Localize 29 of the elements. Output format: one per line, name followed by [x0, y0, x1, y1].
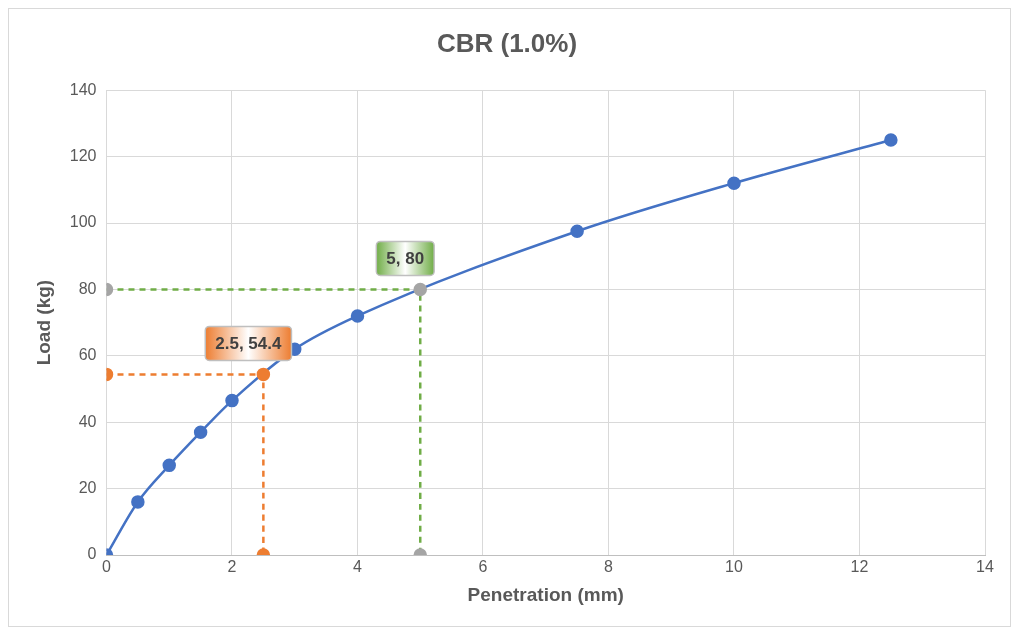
y-tick-label: 120 — [69, 147, 97, 165]
x-tick-label: 6 — [478, 558, 488, 576]
y-tick-label: 100 — [69, 213, 97, 231]
annotation: 5, 80 — [386, 249, 425, 269]
y-tick-label: 40 — [78, 412, 97, 430]
point — [225, 393, 239, 408]
y-axis-title: Load (kg) — [32, 279, 54, 366]
point — [162, 458, 176, 473]
point — [884, 133, 898, 147]
x-tick-label: 14 — [976, 558, 994, 576]
annotation: 2.5, 54.4 — [215, 334, 282, 354]
y-tick-label: 140 — [69, 80, 97, 98]
x-tick-label: 2 — [227, 558, 237, 576]
point — [193, 425, 208, 439]
point — [570, 224, 584, 239]
point — [350, 309, 365, 323]
x-tick-label: 8 — [604, 558, 614, 576]
x-tick-label: 0 — [102, 558, 112, 576]
y-tick-label: 20 — [78, 479, 97, 497]
chart-title: CBR (1.0%) — [436, 27, 578, 58]
x-tick-label: 4 — [353, 558, 363, 576]
x-tick-label: 10 — [725, 558, 743, 576]
y-tick-label: 0 — [87, 545, 97, 563]
point — [727, 176, 741, 190]
x-axis-title: Penetration (mm) — [467, 583, 624, 605]
y-tick-label: 80 — [78, 279, 97, 297]
y-tick-label: 60 — [78, 346, 97, 364]
x-tick-label: 12 — [850, 558, 869, 576]
point — [131, 495, 145, 509]
